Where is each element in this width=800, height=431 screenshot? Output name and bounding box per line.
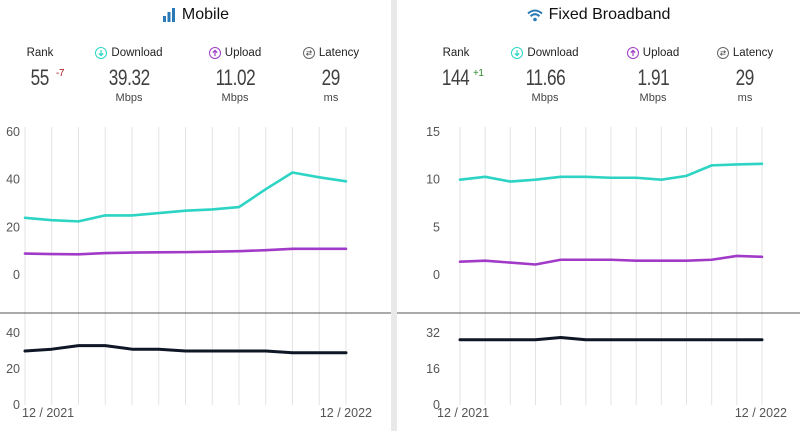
rank-value: 55	[30, 65, 50, 90]
date-end-label: 12 / 2022	[320, 406, 372, 420]
wifi-icon	[526, 9, 543, 21]
upload-stat: Upload 1.91 Mbps	[613, 45, 693, 104]
fixed-broadband-header: Fixed Broadband Rank 144 +1 Download 11.6…	[397, 0, 800, 110]
upload-line	[23, 247, 348, 256]
rank-stat: Rank 144 +1	[416, 45, 496, 89]
panel-title: Fixed Broadband	[548, 6, 671, 23]
latency-label: Latency	[732, 47, 774, 59]
panel-title: Mobile	[181, 6, 230, 23]
upload-unit: Mbps	[221, 92, 249, 104]
download-unit: Mbps	[115, 92, 143, 104]
rank-change: -7	[56, 68, 64, 79]
rank-value: 144	[442, 65, 470, 90]
speed-y-tick-label: 15	[426, 125, 440, 139]
download-label: Download	[111, 47, 163, 59]
latency-icon	[302, 47, 315, 59]
rank-label: Rank	[442, 47, 470, 59]
latency-value: 29	[735, 65, 755, 90]
download-stat: Download 39.32 Mbps	[89, 45, 169, 104]
latency-stat: Latency 29 ms	[291, 45, 371, 104]
download-line	[458, 162, 764, 183]
fixed-broadband-panel: Fixed Broadband Rank 144 +1 Download 11.6…	[397, 0, 800, 431]
chart-background	[0, 110, 391, 431]
speed-y-tick-label: 0	[13, 268, 20, 282]
latency-line	[458, 336, 764, 342]
upload-label: Upload	[224, 47, 262, 59]
latency-unit: ms	[323, 92, 339, 104]
rank-stat: Rank 55 -7	[0, 45, 80, 89]
mobile-panel: Mobile Rank 55 -7 Download 39.32 Mbps Upl…	[0, 0, 391, 431]
download-arrow-icon	[511, 47, 524, 59]
speed-y-tick-label: 40	[6, 173, 20, 187]
download-value: 11.66	[525, 65, 565, 90]
chart-background	[397, 110, 800, 431]
latency-icon	[716, 47, 729, 59]
upload-unit: Mbps	[639, 92, 667, 104]
download-value: 39.32	[108, 65, 150, 90]
download-label: Download	[527, 47, 579, 59]
latency-y-tick-label: 20	[6, 362, 20, 376]
latency-y-tick-label: 0	[433, 398, 440, 412]
speed-y-tick-label: 0	[433, 268, 440, 282]
speed-y-tick-label: 5	[433, 220, 440, 234]
latency-unit: ms	[737, 92, 753, 104]
date-start-label: 12 / 2021	[22, 406, 74, 420]
mobile-header: Mobile Rank 55 -7 Download 39.32 Mbps Upl…	[0, 0, 391, 110]
upload-line	[458, 254, 764, 266]
rank-label: Rank	[26, 47, 54, 59]
download-stat: Download 11.66 Mbps	[505, 45, 585, 104]
upload-arrow-icon	[626, 47, 639, 59]
upload-arrow-icon	[208, 47, 221, 59]
upload-stat: Upload 11.02 Mbps	[195, 45, 275, 104]
download-line	[23, 171, 348, 223]
signal-bars-icon	[162, 8, 175, 22]
date-start-label: 12 / 2021	[437, 406, 489, 420]
upload-value: 11.02	[215, 65, 255, 90]
fixed-broadband-title-row: Fixed Broadband	[397, 6, 800, 24]
latency-y-tick-label: 32	[426, 326, 440, 340]
speed-y-tick-label: 60	[6, 125, 20, 139]
mobile-title-row: Mobile	[0, 6, 391, 24]
rank-change: +1	[473, 68, 484, 79]
date-end-label: 12 / 2022	[735, 406, 787, 420]
latency-stat: Latency 29 ms	[705, 45, 785, 104]
download-unit: Mbps	[531, 92, 559, 104]
latency-line	[23, 344, 348, 355]
speed-y-tick-label: 20	[6, 220, 20, 234]
latency-y-tick-label: 0	[13, 398, 20, 412]
latency-y-tick-label: 16	[426, 362, 440, 376]
upload-value: 1.91	[637, 65, 669, 90]
latency-value: 29	[321, 65, 341, 90]
latency-y-tick-label: 40	[6, 326, 20, 340]
upload-label: Upload	[642, 47, 680, 59]
speed-y-tick-label: 10	[426, 173, 440, 187]
download-arrow-icon	[95, 47, 108, 59]
latency-label: Latency	[318, 47, 360, 59]
